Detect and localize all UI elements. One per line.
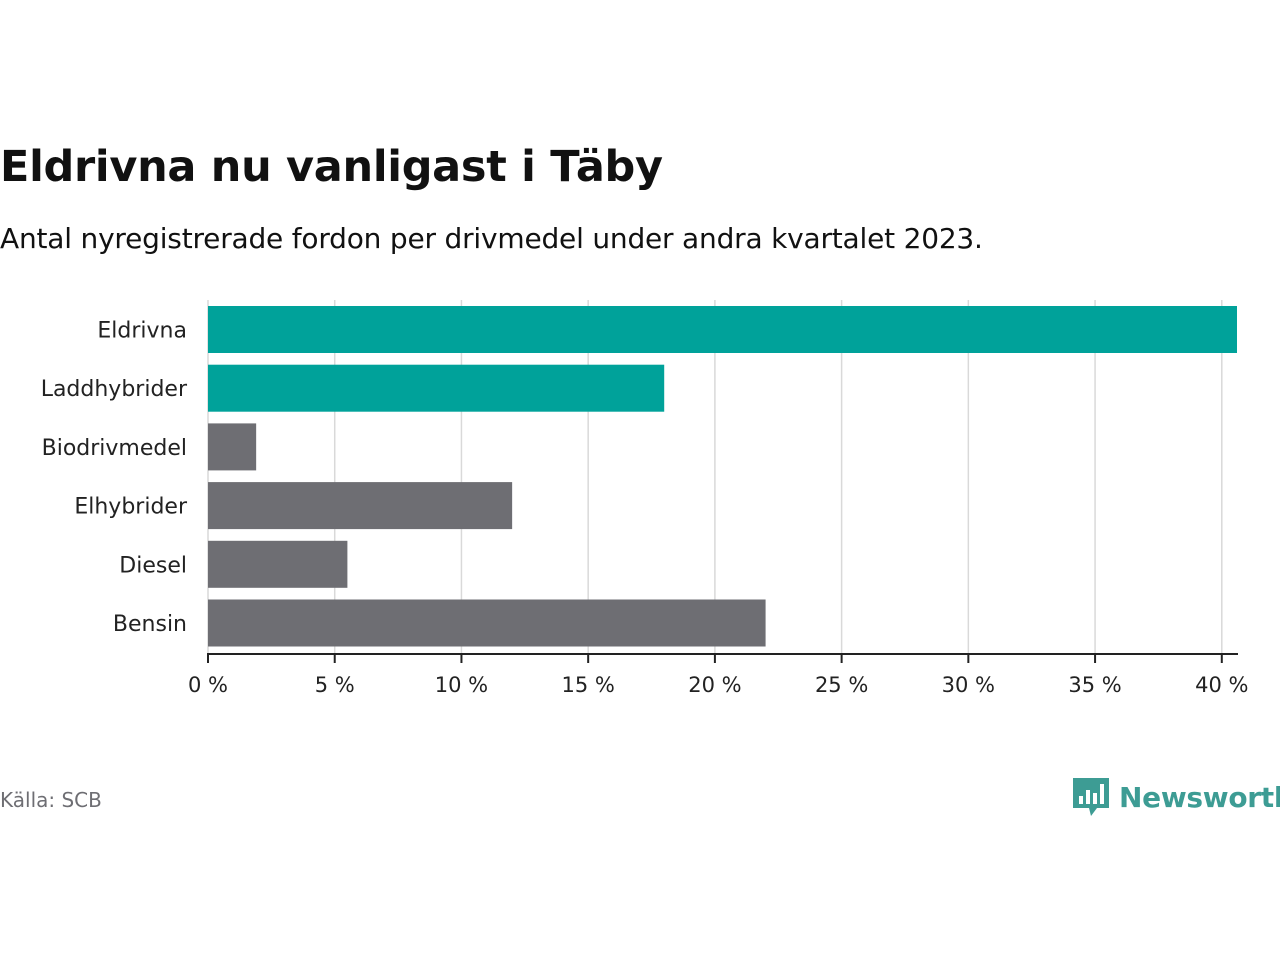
x-tick-label: 40 % (1195, 673, 1248, 697)
category-labels: Eldrivna Laddhybrider Biodrivmedel Elhybrid… (41, 319, 188, 638)
bar (208, 306, 1237, 353)
bars (208, 306, 1237, 647)
bar-chart: Eldrivna Laddhybrider Biodrivmedel Elhybrid… (41, 300, 1248, 697)
bar (208, 599, 766, 647)
x-tick-label: 5 % (315, 673, 355, 697)
x-tick-label: 0 % (188, 673, 228, 697)
x-tick-label: 15 % (561, 673, 614, 697)
grid-lines (207, 300, 1223, 654)
category-label: Biodrivmedel (42, 436, 187, 461)
x-tick-label: 35 % (1068, 673, 1121, 697)
category-label: Elhybrider (74, 495, 188, 520)
chart-subtitle: Antal nyregistrerade fordon per drivmede… (0, 222, 983, 255)
x-tick-label: 30 % (942, 673, 995, 697)
x-tick-label: 20 % (688, 673, 741, 697)
newsworthy-logo-icon (1073, 778, 1109, 816)
x-tick-label: 25 % (815, 673, 868, 697)
x-tick-label: 10 % (435, 673, 488, 697)
source-note: Källa: SCB (0, 788, 102, 812)
chart-title: Eldrivna nu vanligast i Täby (0, 142, 663, 192)
bar (208, 540, 348, 588)
brand-name: Newsworthy (1119, 780, 1280, 814)
category-label: Eldrivna (97, 319, 187, 344)
category-label: Diesel (119, 553, 187, 578)
bar (208, 482, 513, 530)
category-label: Laddhybrider (41, 377, 188, 402)
bar (208, 364, 665, 412)
bar (208, 423, 257, 471)
brand-logo[interactable]: Newsworthy (1073, 775, 1280, 819)
x-axis: 0 % 5 % 10 % 15 % 20 % 25 % 30 % 35 % 40 % (188, 653, 1248, 697)
category-label: Bensin (113, 612, 187, 637)
